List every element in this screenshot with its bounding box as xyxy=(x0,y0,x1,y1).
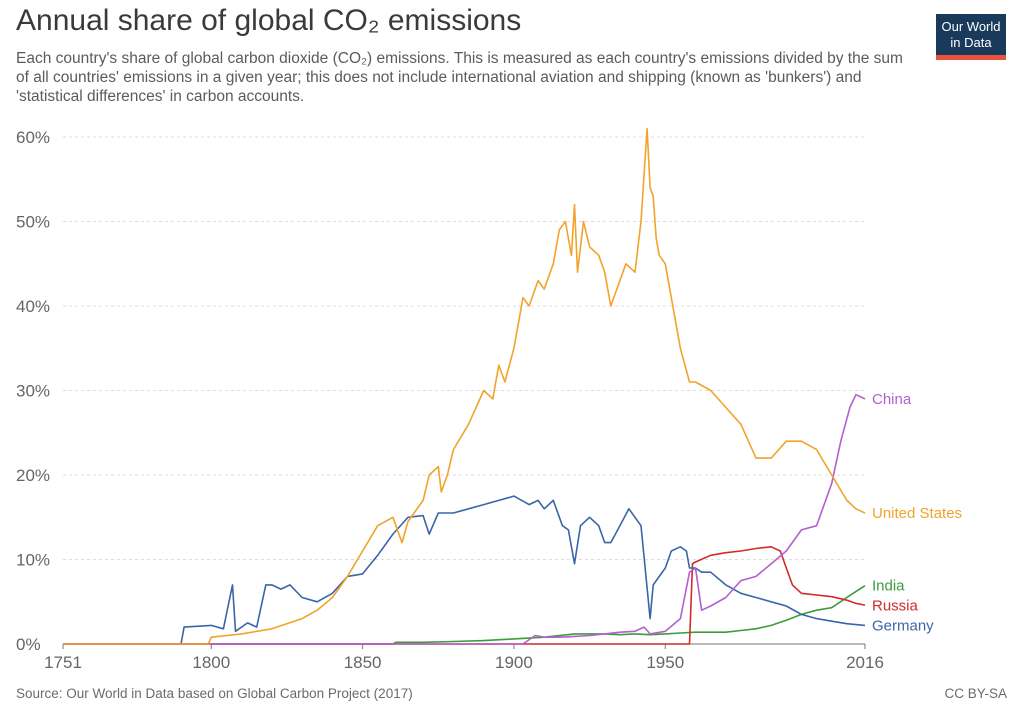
license-link[interactable]: CC BY-SA xyxy=(944,686,1007,701)
series-line-germany xyxy=(63,495,866,645)
series-label-russia: Russia xyxy=(872,598,919,615)
chart-title: Annual share of global CO₂ emissions xyxy=(16,4,522,37)
series-label-united-states: United States xyxy=(872,505,962,522)
series-line-united-states xyxy=(63,127,866,645)
series-label-china: China xyxy=(872,391,912,408)
y-tick-label: 40% xyxy=(16,297,50,316)
series-line-india xyxy=(63,585,866,645)
series-labels: China United States India Russia Germany xyxy=(872,391,962,635)
x-tick-label: 1950 xyxy=(646,653,684,672)
y-tick-label: 50% xyxy=(16,213,50,232)
grid-lines xyxy=(63,136,865,560)
x-tick-label: 1900 xyxy=(495,653,533,672)
x-tick-label: 1850 xyxy=(344,653,382,672)
y-axis-labels: 0% 10% 20% 30% 40% 50% 60% xyxy=(16,128,50,654)
series-label-germany: Germany xyxy=(872,618,934,635)
series-line-russia xyxy=(63,546,866,645)
x-axis: 1751 1800 1850 1900 1950 2016 xyxy=(44,643,884,672)
series-line-china xyxy=(63,393,866,645)
owid-logo[interactable]: Our World in Data xyxy=(936,14,1006,60)
x-tick-label: 1800 xyxy=(192,653,230,672)
y-tick-label: 20% xyxy=(16,466,50,485)
source-note: Source: Our World in Data based on Globa… xyxy=(16,686,413,701)
x-tick-label: 2016 xyxy=(846,653,884,672)
chart-subtitle: Each country's share of global carbon di… xyxy=(16,50,903,105)
y-tick-label: 60% xyxy=(16,128,50,147)
y-tick-label: 0% xyxy=(16,635,41,654)
y-tick-label: 30% xyxy=(16,382,50,401)
logo-line-2: in Data xyxy=(950,35,992,50)
y-tick-label: 10% xyxy=(16,551,50,570)
logo-line-1: Our World xyxy=(941,19,1001,34)
x-tick-label: 1751 xyxy=(44,653,82,672)
series-lines xyxy=(63,127,866,645)
series-label-india: India xyxy=(872,578,905,595)
